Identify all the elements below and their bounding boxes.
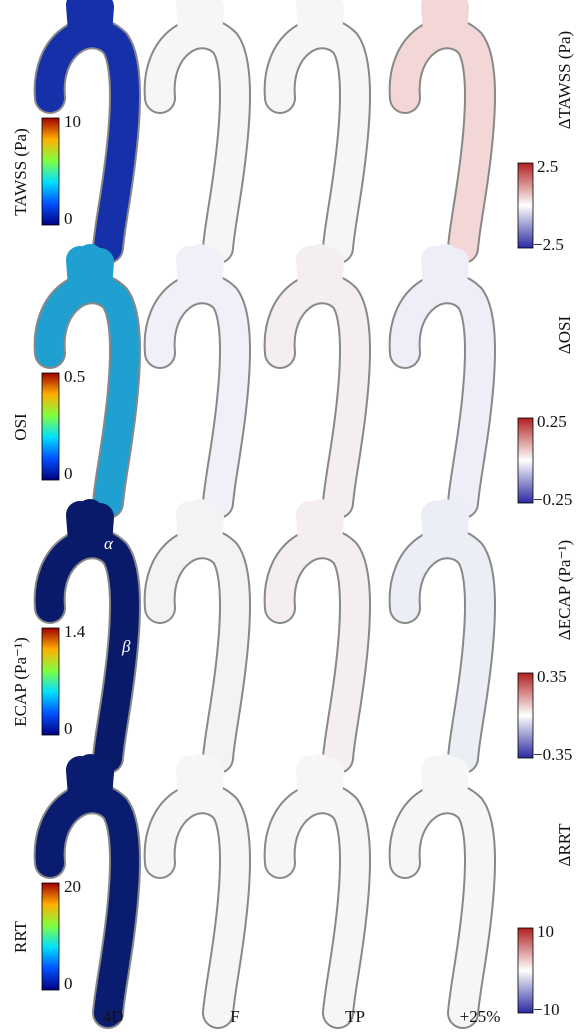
delta-label: ΔECAP (Pa⁻¹) (555, 540, 574, 640)
colorbar-max: 1.4 (64, 622, 86, 641)
row-label: OSI (11, 413, 30, 441)
aorta-model (160, 768, 235, 1013)
delta-label: ΔRRT (555, 823, 574, 867)
colorbar-min: 0 (64, 209, 73, 228)
aorta-model (160, 258, 235, 503)
delta-label: ΔTAWSS (Pa) (555, 31, 574, 129)
aorta-model (405, 513, 480, 758)
aorta-surface (160, 768, 235, 1013)
aorta-model (280, 513, 355, 758)
row-label: TAWSS (Pa) (11, 128, 30, 215)
aorta-model (50, 513, 125, 758)
aorta-surface (50, 258, 125, 503)
aorta-model (280, 3, 355, 248)
row-label: ECAP (Pa⁻¹) (11, 637, 30, 726)
delta-colorbar (518, 418, 533, 503)
annotation: α (104, 534, 114, 553)
aorta-surface (50, 768, 125, 1013)
colorbar-max: 20 (64, 877, 81, 896)
colorbar-min: 0 (64, 719, 73, 738)
aorta-surface (160, 258, 235, 503)
aorta-surface (280, 258, 355, 503)
aorta-model (405, 768, 480, 1013)
aorta-model (50, 258, 125, 503)
aorta-surface (280, 768, 355, 1013)
aorta-surface (405, 3, 480, 248)
aorta-model (50, 768, 125, 1013)
column-label: +25% (460, 1007, 501, 1026)
aorta-model (405, 3, 480, 248)
colorbar (42, 373, 59, 480)
delta-colorbar-max: 0.25 (537, 412, 567, 431)
aorta-surface (280, 513, 355, 758)
aorta-model (160, 513, 235, 758)
aorta-surface (405, 768, 480, 1013)
colorbar (42, 628, 59, 735)
aorta-surface (50, 513, 125, 758)
column-label: F (230, 1007, 239, 1026)
aorta-surface (50, 3, 125, 248)
figure: TAWSS (Pa) 10 0 2.5 −2.5 ΔTAWSS (Pa) OSI 0.5 0 0.… (0, 0, 585, 1032)
delta-colorbar-min: −0.25 (533, 490, 572, 509)
aorta-model (405, 258, 480, 503)
aorta-model (280, 258, 355, 503)
aorta-surface (405, 258, 480, 503)
delta-colorbar (518, 163, 533, 248)
annotation: β (121, 637, 131, 656)
aorta-model (160, 3, 235, 248)
delta-colorbar-max: 2.5 (537, 157, 558, 176)
delta-colorbar-max: 10 (537, 922, 554, 941)
delta-colorbar-min: −10 (533, 1000, 560, 1019)
aorta-model (50, 3, 125, 248)
delta-colorbar-min: −2.5 (533, 235, 564, 254)
aorta-surface (405, 513, 480, 758)
colorbar (42, 118, 59, 225)
colorbar (42, 883, 59, 990)
colorbar-max: 10 (64, 112, 81, 131)
aorta-surface (280, 3, 355, 248)
row-label: RRT (11, 920, 30, 953)
column-label: TP (345, 1007, 365, 1026)
delta-colorbar (518, 928, 533, 1013)
colorbar-max: 0.5 (64, 367, 85, 386)
aorta-model (280, 768, 355, 1013)
aorta-surface (160, 3, 235, 248)
delta-colorbar-max: 0.35 (537, 667, 567, 686)
column-label: 4D (103, 1007, 124, 1026)
aorta-surface (160, 513, 235, 758)
colorbar-min: 0 (64, 464, 73, 483)
delta-colorbar-min: −0.35 (533, 745, 572, 764)
delta-label: ΔOSI (555, 316, 574, 355)
delta-colorbar (518, 673, 533, 758)
colorbar-min: 0 (64, 974, 73, 993)
